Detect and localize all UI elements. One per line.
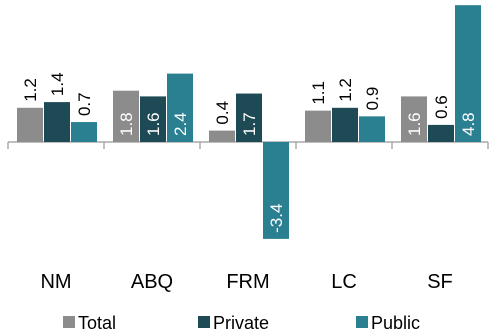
legend: Total Private Public — [63, 313, 420, 333]
bar-private-nm — [44, 102, 70, 142]
data-label: 4.8 — [459, 112, 478, 136]
data-label: 1.4 — [48, 72, 67, 96]
bar-public-abq — [167, 73, 193, 142]
data-label: 0.4 — [213, 101, 232, 125]
bar-total-sf — [401, 96, 427, 142]
bars-group — [17, 5, 481, 239]
category-labels-group: NM ABQ FRM LC SF — [40, 271, 452, 293]
bar-total-nm — [17, 107, 43, 142]
category-label: FRM — [226, 271, 269, 293]
bar-public-lc — [359, 116, 385, 142]
legend-label-private: Private — [213, 313, 269, 333]
category-label: ABQ — [131, 271, 173, 293]
bar-total-abq — [113, 90, 139, 142]
data-label: 1.6 — [144, 112, 163, 136]
legend-swatch-private — [198, 316, 210, 328]
data-label: 0.9 — [363, 87, 382, 111]
bar-private-abq — [140, 96, 166, 142]
data-label: 1.1 — [309, 81, 328, 105]
x-axis-ticks — [7, 142, 489, 149]
legend-swatch-public — [356, 316, 368, 328]
bar-private-frm — [236, 93, 262, 142]
bar-total-frm — [209, 130, 235, 142]
category-label: LC — [331, 271, 357, 293]
bar-public-nm — [71, 122, 97, 142]
data-label: 1.7 — [240, 112, 259, 136]
data-label: -3.4 — [267, 204, 286, 233]
legend-swatch-total — [63, 316, 75, 328]
data-label: 1.2 — [21, 78, 40, 102]
data-labels-group: 1.2 1.4 0.7 1.8 1.6 2.4 0.4 1.7 -3.4 1.1 1.2 0.9 1.6… — [21, 72, 478, 232]
category-label: NM — [40, 271, 71, 293]
bar-private-lc — [332, 107, 358, 142]
data-label: 1.2 — [336, 78, 355, 102]
bar-public-frm — [263, 142, 289, 239]
data-label: 0.6 — [432, 95, 451, 119]
legend-label-public: Public — [371, 313, 420, 333]
bar-total-lc — [305, 110, 331, 142]
legend-label-total: Total — [78, 313, 116, 333]
category-label: SF — [427, 271, 453, 293]
data-label: 2.4 — [171, 112, 190, 136]
bar-public-sf — [455, 5, 481, 143]
data-label: 0.7 — [75, 92, 94, 116]
data-label: 1.8 — [117, 112, 136, 136]
bar-private-sf — [428, 124, 454, 142]
data-label: 1.6 — [405, 112, 424, 136]
